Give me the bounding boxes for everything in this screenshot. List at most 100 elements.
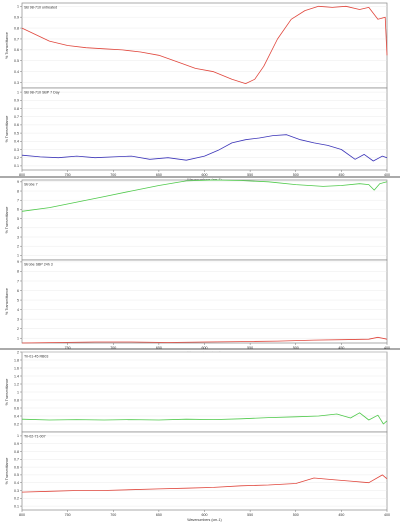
x-tick-label: 700 <box>110 173 116 177</box>
x-tick-label: 650 <box>156 513 162 517</box>
y-tick-label: 0.7 <box>14 37 19 41</box>
y-tick-label: 0.8 <box>14 450 19 454</box>
y-tick-label: 1.2 <box>14 382 19 386</box>
x-tick-label: 500 <box>293 173 299 177</box>
x-tick-label: 650 <box>156 173 162 177</box>
y-tick-label: 1 <box>17 90 19 94</box>
x-tick-label: 450 <box>338 173 344 177</box>
y-tick-label: 9 <box>17 260 19 264</box>
y-tick-label: 1.6 <box>14 366 19 370</box>
y-tick-label: 9 <box>17 180 19 184</box>
y-tick-label: 4 <box>17 226 19 230</box>
y-tick-label: 5 <box>17 298 19 302</box>
y-tick-label: 1 <box>17 5 19 9</box>
x-tick-label: 550 <box>247 346 253 350</box>
y-tick-label: 0.2 <box>14 497 19 501</box>
y-tick-label: 0.4 <box>14 481 19 485</box>
x-tick-label: 550 <box>247 173 253 177</box>
y-axis-label: % Transmittance <box>5 207 9 234</box>
y-tick-label: 0.7 <box>14 115 19 119</box>
y-tick-label: 0.5 <box>14 131 19 135</box>
x-tick-label: 800 <box>19 173 25 177</box>
y-tick-label: 0.4 <box>14 140 19 144</box>
y-tick-label: 8 <box>17 189 19 193</box>
y-tick-label: 0.2 <box>14 422 19 426</box>
y-tick-label: 3 <box>17 235 19 239</box>
panel: 0.1 0.2 0.3 0.4 0.5 0.6 0.7 0.8 0.9 1 % Transmitta… <box>5 87 388 171</box>
series-line <box>21 179 388 212</box>
y-axis-label: % Transmittance <box>5 288 9 315</box>
y-tick-label: 2 <box>17 245 19 249</box>
x-tick-label: 600 <box>202 346 208 350</box>
series-line <box>21 474 388 493</box>
y-tick-label: 0.5 <box>14 59 19 63</box>
panel-title: SB 98-710 untreated <box>24 6 57 10</box>
panel: 1 2 3 4 5 6 7 8 9 % Transmittance Strobe 7 <box>5 179 388 261</box>
y-tick-label: 6 <box>17 208 19 212</box>
y-tick-label: 0.6 <box>14 465 19 469</box>
panel-title: SB 98-710 SBP 7 Day <box>24 91 60 95</box>
x-tick-label: 700 <box>110 513 116 517</box>
x-tick-label: 450 <box>338 346 344 350</box>
x-tick-label: 750 <box>65 513 71 517</box>
plot-frame <box>21 431 388 511</box>
y-tick-label: 1 <box>17 390 19 394</box>
x-tick-label: 650 <box>156 346 162 350</box>
x-tick-label: 750 <box>65 346 71 350</box>
figure-2: 1 2 3 4 5 6 7 8 9 % Transmittance Strobe 7 1 2 3 4 5 6 7 8… <box>5 179 390 355</box>
y-tick-label: 0.8 <box>14 26 19 30</box>
series-line <box>21 412 388 425</box>
y-tick-label: 0.3 <box>14 81 19 85</box>
y-tick-label: 6 <box>17 289 19 293</box>
panel: 0.3 0.4 0.5 0.6 0.7 0.8 0.9 1 % Transmittance SB … <box>5 2 388 89</box>
y-tick-label: 0.3 <box>14 489 19 493</box>
x-tick-label: 400 <box>384 513 390 517</box>
y-tick-label: 5 <box>17 217 19 221</box>
y-tick-label: 0.1 <box>14 504 19 508</box>
y-axis-label: % Transmittance <box>5 379 9 406</box>
y-tick-label: 1.8 <box>14 358 19 362</box>
panel-title: Tri-02-71-007 <box>24 435 46 439</box>
x-axis-label: Wavenumbers (cm-1) <box>187 518 221 522</box>
y-tick-label: 0.6 <box>14 123 19 127</box>
y-tick-label: 2 <box>17 327 19 331</box>
y-tick-label: 0.9 <box>14 442 19 446</box>
x-tick-label: 500 <box>293 513 299 517</box>
x-tick-label: 450 <box>338 513 344 517</box>
y-tick-label: 1.4 <box>14 374 19 378</box>
y-tick-label: 0.4 <box>14 414 19 418</box>
y-tick-label: 0.7 <box>14 458 19 462</box>
y-tick-label: 0.5 <box>14 473 19 477</box>
y-tick-label: 7 <box>17 199 19 203</box>
y-tick-label: 7 <box>17 279 19 283</box>
y-axis-label: % Transmittance <box>5 458 9 485</box>
x-tick-label: 400 <box>384 346 390 350</box>
x-tick-label: 750 <box>65 173 71 177</box>
y-tick-label: 0.9 <box>14 99 19 103</box>
series-line <box>21 336 388 344</box>
y-tick-label: 1 <box>17 337 19 341</box>
plot-frame <box>21 259 388 344</box>
y-tick-label: 0.9 <box>14 15 19 19</box>
x-tick-label: 600 <box>202 173 208 177</box>
panel: 0.2 0.4 0.6 0.8 1 1.2 1.4 1.6 1.8 2 % Transmittanc… <box>5 350 388 433</box>
figure-3: 0.2 0.4 0.6 0.8 1 1.2 1.4 1.6 1.8 2 % Transmittanc… <box>5 350 390 522</box>
y-tick-label: 0.1 <box>14 164 19 168</box>
y-tick-label: 0.3 <box>14 148 19 152</box>
series-line <box>21 5 388 84</box>
y-tick-label: 2 <box>17 350 19 354</box>
y-tick-label: 0.6 <box>14 48 19 52</box>
panel: 1 2 3 4 5 6 7 8 9 % Transmittance Strobe SBP 24h 3 <box>5 259 388 344</box>
y-tick-label: 0.6 <box>14 406 19 410</box>
y-tick-label: 0.2 <box>14 156 19 160</box>
plot-frame <box>21 2 388 89</box>
panel-title: Strobe SBP 24h 3 <box>24 263 53 267</box>
panel-title: Strobe 7 <box>24 183 38 187</box>
y-axis-label: % Transmittance <box>5 32 9 59</box>
series-line <box>21 134 388 162</box>
x-tick-label: 500 <box>293 346 299 350</box>
x-tick-label: 800 <box>19 513 25 517</box>
x-tick-label: 600 <box>202 513 208 517</box>
y-tick-label: 8 <box>17 270 19 274</box>
